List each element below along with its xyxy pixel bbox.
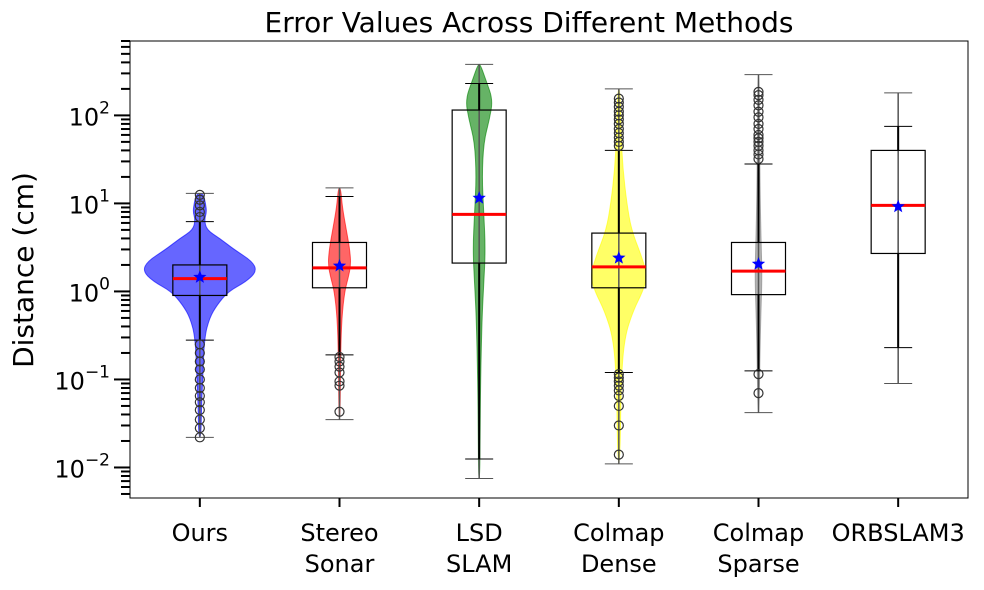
y-axis-label: Distance (cm) (7, 172, 40, 368)
y-tick-label: 10−2 (54, 450, 110, 483)
series-stereo-sonar: Stereo Sonar (300, 187, 379, 578)
series-colmap-dense: Colmap Dense (573, 88, 665, 578)
box-iqr (451, 109, 507, 264)
x-tick-label: Colmap Dense (573, 519, 664, 578)
outlier-point (194, 200, 205, 211)
outlier-point (194, 404, 205, 416)
outlier-point (753, 106, 764, 117)
y-tick-label: 10−1 (54, 362, 110, 395)
outlier-point (334, 367, 345, 378)
x-tick-label-line: Colmap (573, 519, 664, 547)
outlier-point (613, 123, 624, 135)
mean-marker (472, 191, 486, 204)
x-tick-label: Ours (172, 519, 228, 547)
outlier-point (613, 400, 624, 412)
outlier-point (613, 449, 624, 460)
outlier-point (753, 123, 764, 135)
x-tick-label-line: Dense (581, 550, 657, 578)
outlier-point (613, 114, 624, 125)
box-iqr (730, 241, 787, 296)
series-orbslam3: ORBSLAM3 (832, 92, 965, 547)
outlier-point (613, 93, 624, 104)
mean-marker (332, 258, 347, 272)
y-tick-exponent: −1 (85, 362, 110, 382)
outlier-point (334, 356, 345, 367)
y-tick-exponent: 2 (99, 98, 110, 118)
outlier-point (613, 380, 624, 391)
y-tick-exponent: −2 (85, 450, 110, 470)
outlier-point (753, 140, 764, 152)
outlier-point (753, 100, 764, 111)
series-ours: Ours (143, 189, 256, 547)
outlier-point (613, 372, 624, 383)
outlier-point (753, 118, 764, 130)
outlier-point (613, 390, 624, 402)
x-tick-label-line: Colmap (713, 519, 804, 547)
y-tick-exponent: 1 (99, 186, 110, 206)
x-tick-label-line: Stereo (300, 519, 378, 547)
y-tick-base: 10 (54, 367, 85, 395)
outlier-point (194, 390, 205, 402)
outlier-point (753, 94, 764, 105)
y-tick-base: 10 (69, 103, 100, 131)
chart-title: Error Values Across Different Methods (265, 6, 794, 39)
y-tick-base: 10 (69, 191, 100, 219)
outlier-point (194, 339, 205, 350)
y-tick-label: 100 (69, 274, 110, 307)
outlier-point (753, 136, 764, 147)
outlier-point (194, 374, 205, 385)
x-tick-label-line: Sonar (305, 550, 375, 578)
x-tick-label-line: Ours (172, 519, 228, 547)
box-iqr (591, 232, 647, 289)
outlier-point (753, 129, 764, 141)
outlier-point (194, 397, 205, 408)
mean-marker (612, 250, 626, 264)
x-tick-label: Stereo Sonar (300, 519, 378, 578)
outlier-point (194, 414, 205, 425)
outlier-point (613, 369, 624, 380)
outlier-point (753, 112, 764, 123)
series-colmap-sparse: Colmap Sparse (713, 74, 804, 578)
outlier-point (334, 351, 345, 363)
y-tick-base: 10 (69, 279, 100, 307)
outlier-point (194, 206, 205, 218)
outlier-point (194, 364, 205, 375)
x-tick-label: ORBSLAM3 (832, 519, 965, 547)
mean-marker (751, 256, 766, 270)
box-iqr (172, 264, 228, 297)
outlier-point (753, 369, 764, 380)
outlier-point (334, 361, 345, 372)
outlier-point (194, 194, 205, 205)
mean-marker (193, 270, 207, 283)
outlier-point (613, 376, 624, 387)
x-tick-label: Colmap Sparse (713, 519, 804, 578)
box-iqr (870, 149, 926, 255)
y-tick-exponent: 0 (99, 274, 110, 294)
x-tick-label-line: LSD (456, 519, 503, 547)
x-tick-label: LSD SLAM (446, 519, 512, 578)
series-lsd-slam: LSD SLAM (446, 63, 512, 578)
outlier-point (194, 211, 205, 223)
outlier-point (613, 420, 624, 431)
x-tick-label-line: SLAM (446, 550, 512, 578)
x-tick-label-line: ORBSLAM3 (832, 519, 965, 547)
y-tick-label: 102 (69, 98, 110, 131)
x-tick-label-line: Sparse (717, 550, 799, 578)
outlier-point (753, 387, 764, 399)
outlier-point (613, 97, 624, 108)
plot-frame (129, 40, 969, 499)
outlier-point (613, 101, 624, 112)
box-iqr (311, 241, 368, 289)
y-tick-label: 101 (69, 186, 110, 219)
outlier-point (334, 380, 345, 391)
outlier-point (753, 90, 764, 101)
outlier-point (613, 140, 624, 152)
mean-marker (891, 199, 905, 213)
outlier-point (194, 189, 205, 200)
outlier-point (334, 406, 345, 417)
y-tick-base: 10 (54, 455, 85, 483)
outlier-point (753, 86, 764, 97)
